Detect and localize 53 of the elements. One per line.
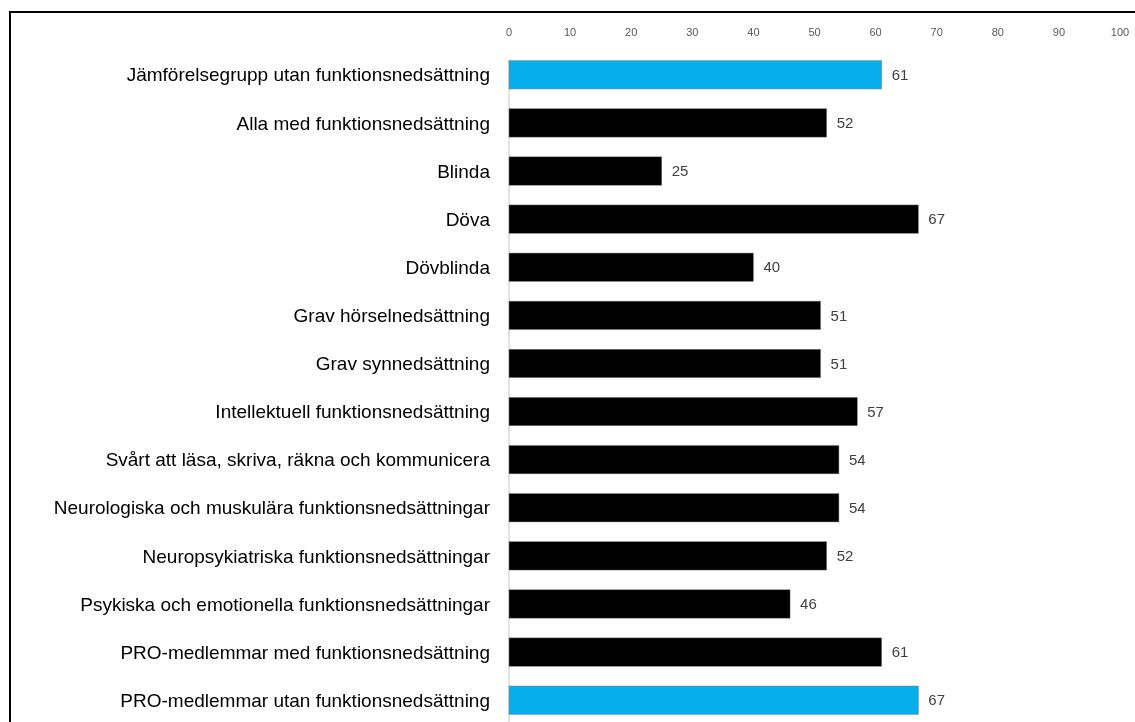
bar [508, 493, 840, 523]
bar [508, 60, 882, 90]
y-tick-label: Alla med funktionsnedsättning [236, 112, 490, 134]
x-tick-label: 40 [747, 26, 760, 38]
data-label: 46 [800, 595, 817, 613]
bar [508, 541, 827, 571]
data-label: 67 [928, 691, 946, 709]
bar [508, 300, 821, 330]
x-tick-label: 0 [505, 26, 513, 38]
bar [508, 204, 919, 234]
y-tick-label: Neurologiska och muskulära funktionsnedsättningar [53, 497, 491, 519]
x-tick-label: 10 [563, 26, 577, 38]
data-label: 54 [848, 499, 866, 517]
x-tick-label: 50 [808, 26, 821, 38]
data-label: 52 [836, 547, 854, 565]
y-tick-label: Blinda [437, 160, 491, 182]
bar [508, 397, 858, 426]
data-label: 51 [830, 354, 848, 372]
data-label: 67 [928, 210, 946, 228]
x-tick-label: 90 [1052, 26, 1066, 38]
x-tick-label: 30 [686, 26, 699, 38]
bar [508, 156, 662, 186]
y-tick-label: Svårt att läsa, skriva, räkna och kommunicera [105, 449, 491, 471]
bar [508, 637, 882, 667]
data-label: 61 [891, 66, 909, 84]
x-tick-label: 100 [1110, 26, 1130, 38]
bar [508, 108, 827, 138]
y-tick-label: Neuropsykiatriska funktionsnedsättningar [142, 545, 491, 567]
data-label: 51 [830, 306, 848, 324]
data-label: 40 [763, 258, 781, 276]
x-tick-label: 70 [930, 26, 943, 38]
y-tick-label: PRO-medlemmar utan funktionsnedsättning [120, 689, 490, 711]
x-tick-label: 80 [991, 26, 1004, 38]
bar [508, 445, 840, 475]
data-label: 57 [867, 402, 884, 420]
y-tick-label: Dövblinda [405, 256, 491, 278]
y-tick-label: Grav hörselnedsättning [293, 304, 490, 326]
y-tick-label: PRO-medlemmar med funktionsnedsättning [120, 641, 490, 663]
data-label: 52 [836, 114, 854, 132]
x-tick-label: 60 [869, 26, 882, 38]
y-tick-label: Intellektuell funktionsnedsättning [215, 401, 490, 423]
data-label: 25 [671, 162, 689, 180]
bar [508, 349, 821, 378]
bar [508, 252, 754, 282]
bar [508, 685, 919, 715]
y-tick-label: Grav synnedsättning [315, 353, 490, 375]
x-tick-label: 20 [625, 26, 638, 38]
y-tick-label: Psykiska och emotionella funktionsnedsättningar [80, 593, 491, 615]
y-tick-label: Döva [445, 208, 491, 230]
data-label: 54 [848, 450, 866, 468]
y-tick-label: Jämförelsegrupp utan funktionsnedsättning [126, 64, 490, 86]
bar [508, 589, 791, 619]
data-label: 61 [891, 643, 909, 661]
